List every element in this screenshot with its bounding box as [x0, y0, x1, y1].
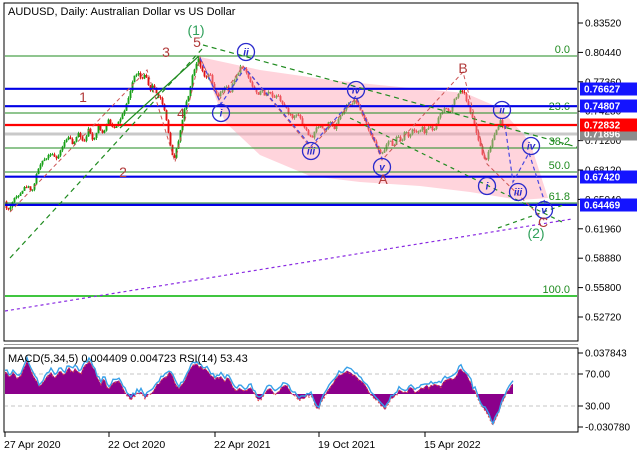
date-axis-tick: 19 Oct 2021 — [318, 439, 375, 451]
horizontal-price-levels — [5, 87, 577, 206]
wave-roman-label: i — [220, 109, 223, 120]
wave-roman-label: v — [379, 163, 386, 174]
fib-level-label: 61.8 — [549, 191, 570, 203]
wave-count-label: (2) — [527, 225, 544, 241]
price-axis-tick: 0.71200 — [585, 136, 622, 147]
fib-level-label: 0.0 — [555, 44, 570, 56]
wave-count-label: 4 — [177, 105, 185, 121]
wave-count-label: C — [538, 214, 548, 230]
wave-roman-label: iv — [352, 86, 362, 97]
current-level-badge: 0.71896 — [584, 130, 621, 141]
macd-axis-tick: -0.030780 — [585, 423, 630, 434]
current-level-badge: 0.74807 — [584, 102, 621, 113]
wave-roman-label: i — [486, 182, 489, 193]
wave-channel-shade — [200, 57, 548, 200]
price-axis-tick: 0.80440 — [585, 48, 622, 59]
wave-roman-label: v — [541, 206, 548, 217]
current-level-badge: 0.76627 — [584, 85, 621, 96]
wave-count-label: A — [378, 171, 388, 187]
date-axis-tick: 22 Oct 2020 — [108, 439, 165, 451]
fib-level-label: 100.0 — [542, 284, 570, 296]
wave-roman-label: iii — [514, 188, 523, 199]
candlestick-series — [5, 57, 510, 212]
wave-roman-label: ii — [243, 48, 249, 59]
macd-axis-tick: 70.00 — [585, 370, 610, 381]
date-axis-tick: 15 Apr 2022 — [424, 439, 481, 451]
date-axis-tick: 27 Apr 2020 — [4, 439, 61, 451]
macd-axis-tick: 0.037843 — [585, 349, 627, 360]
current-level-badge: 0.67420 — [584, 173, 621, 184]
wave-count-label: 3 — [162, 44, 170, 60]
chart-title: AUDUSD, Daily: Australian Dollar vs US D… — [8, 6, 236, 18]
macd-panel — [5, 355, 577, 427]
price-axis-tick: 0.61960 — [585, 224, 622, 235]
fibonacci-retracement — [5, 55, 577, 297]
wave-roman-label: iii — [307, 147, 316, 158]
time-axis: 27 Apr 2020 22 Oct 2020 22 Apr 2021 19 Oct … — [4, 432, 481, 451]
wave-count-label: (1) — [187, 22, 204, 38]
blue-wave-zigzags — [199, 57, 547, 207]
wave-roman-label: iv — [527, 142, 537, 153]
macd-axis-tick: 30.00 — [585, 402, 610, 413]
price-axis-tick: 0.55800 — [585, 283, 622, 294]
current-level-badge: 0.72832 — [584, 121, 621, 132]
wave-number-labels: 1 2 3 4 5(1) (2) A B C — [79, 22, 548, 241]
macd-indicator-label: MACD(5,34,5) 0.004409 0.004723 RSI(14) 5… — [8, 353, 248, 365]
fib-level-label: 50.0 — [549, 160, 570, 172]
wave-count-label: 1 — [79, 89, 87, 105]
wave-count-label: 2 — [119, 164, 127, 180]
wave-count-label: 5 — [193, 34, 201, 50]
trend-lines — [5, 44, 577, 312]
price-axis-tick: 0.83520 — [585, 19, 622, 30]
price-axis-tick: 0.58880 — [585, 254, 622, 265]
date-axis-tick: 22 Apr 2021 — [214, 439, 271, 451]
macd-axis: 0.037843 70.00 30.00 -0.030780 — [578, 349, 630, 434]
price-axis-tick: 0.52720 — [585, 313, 622, 324]
wave-count-label: B — [458, 60, 467, 76]
wave-roman-label: ii — [499, 106, 505, 117]
current-level-badge: 0.64469 — [584, 201, 621, 212]
